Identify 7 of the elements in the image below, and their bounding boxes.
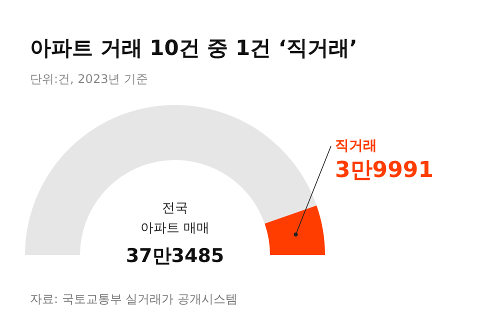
text: 자료: 국토교통부 실거래가 공개시스템 [30,292,238,306]
text: 3만9991 [335,158,434,183]
slice-label: 직거래 [335,138,377,154]
text: 37만3485 [126,245,224,267]
chart-title: 아파트 거래 10건 중 1건 ‘직거래’ [30,36,358,60]
chart-subtitle: 단위:건, 2023년 기준 [30,72,148,86]
text: 전국 아파트 매매 [140,201,210,236]
